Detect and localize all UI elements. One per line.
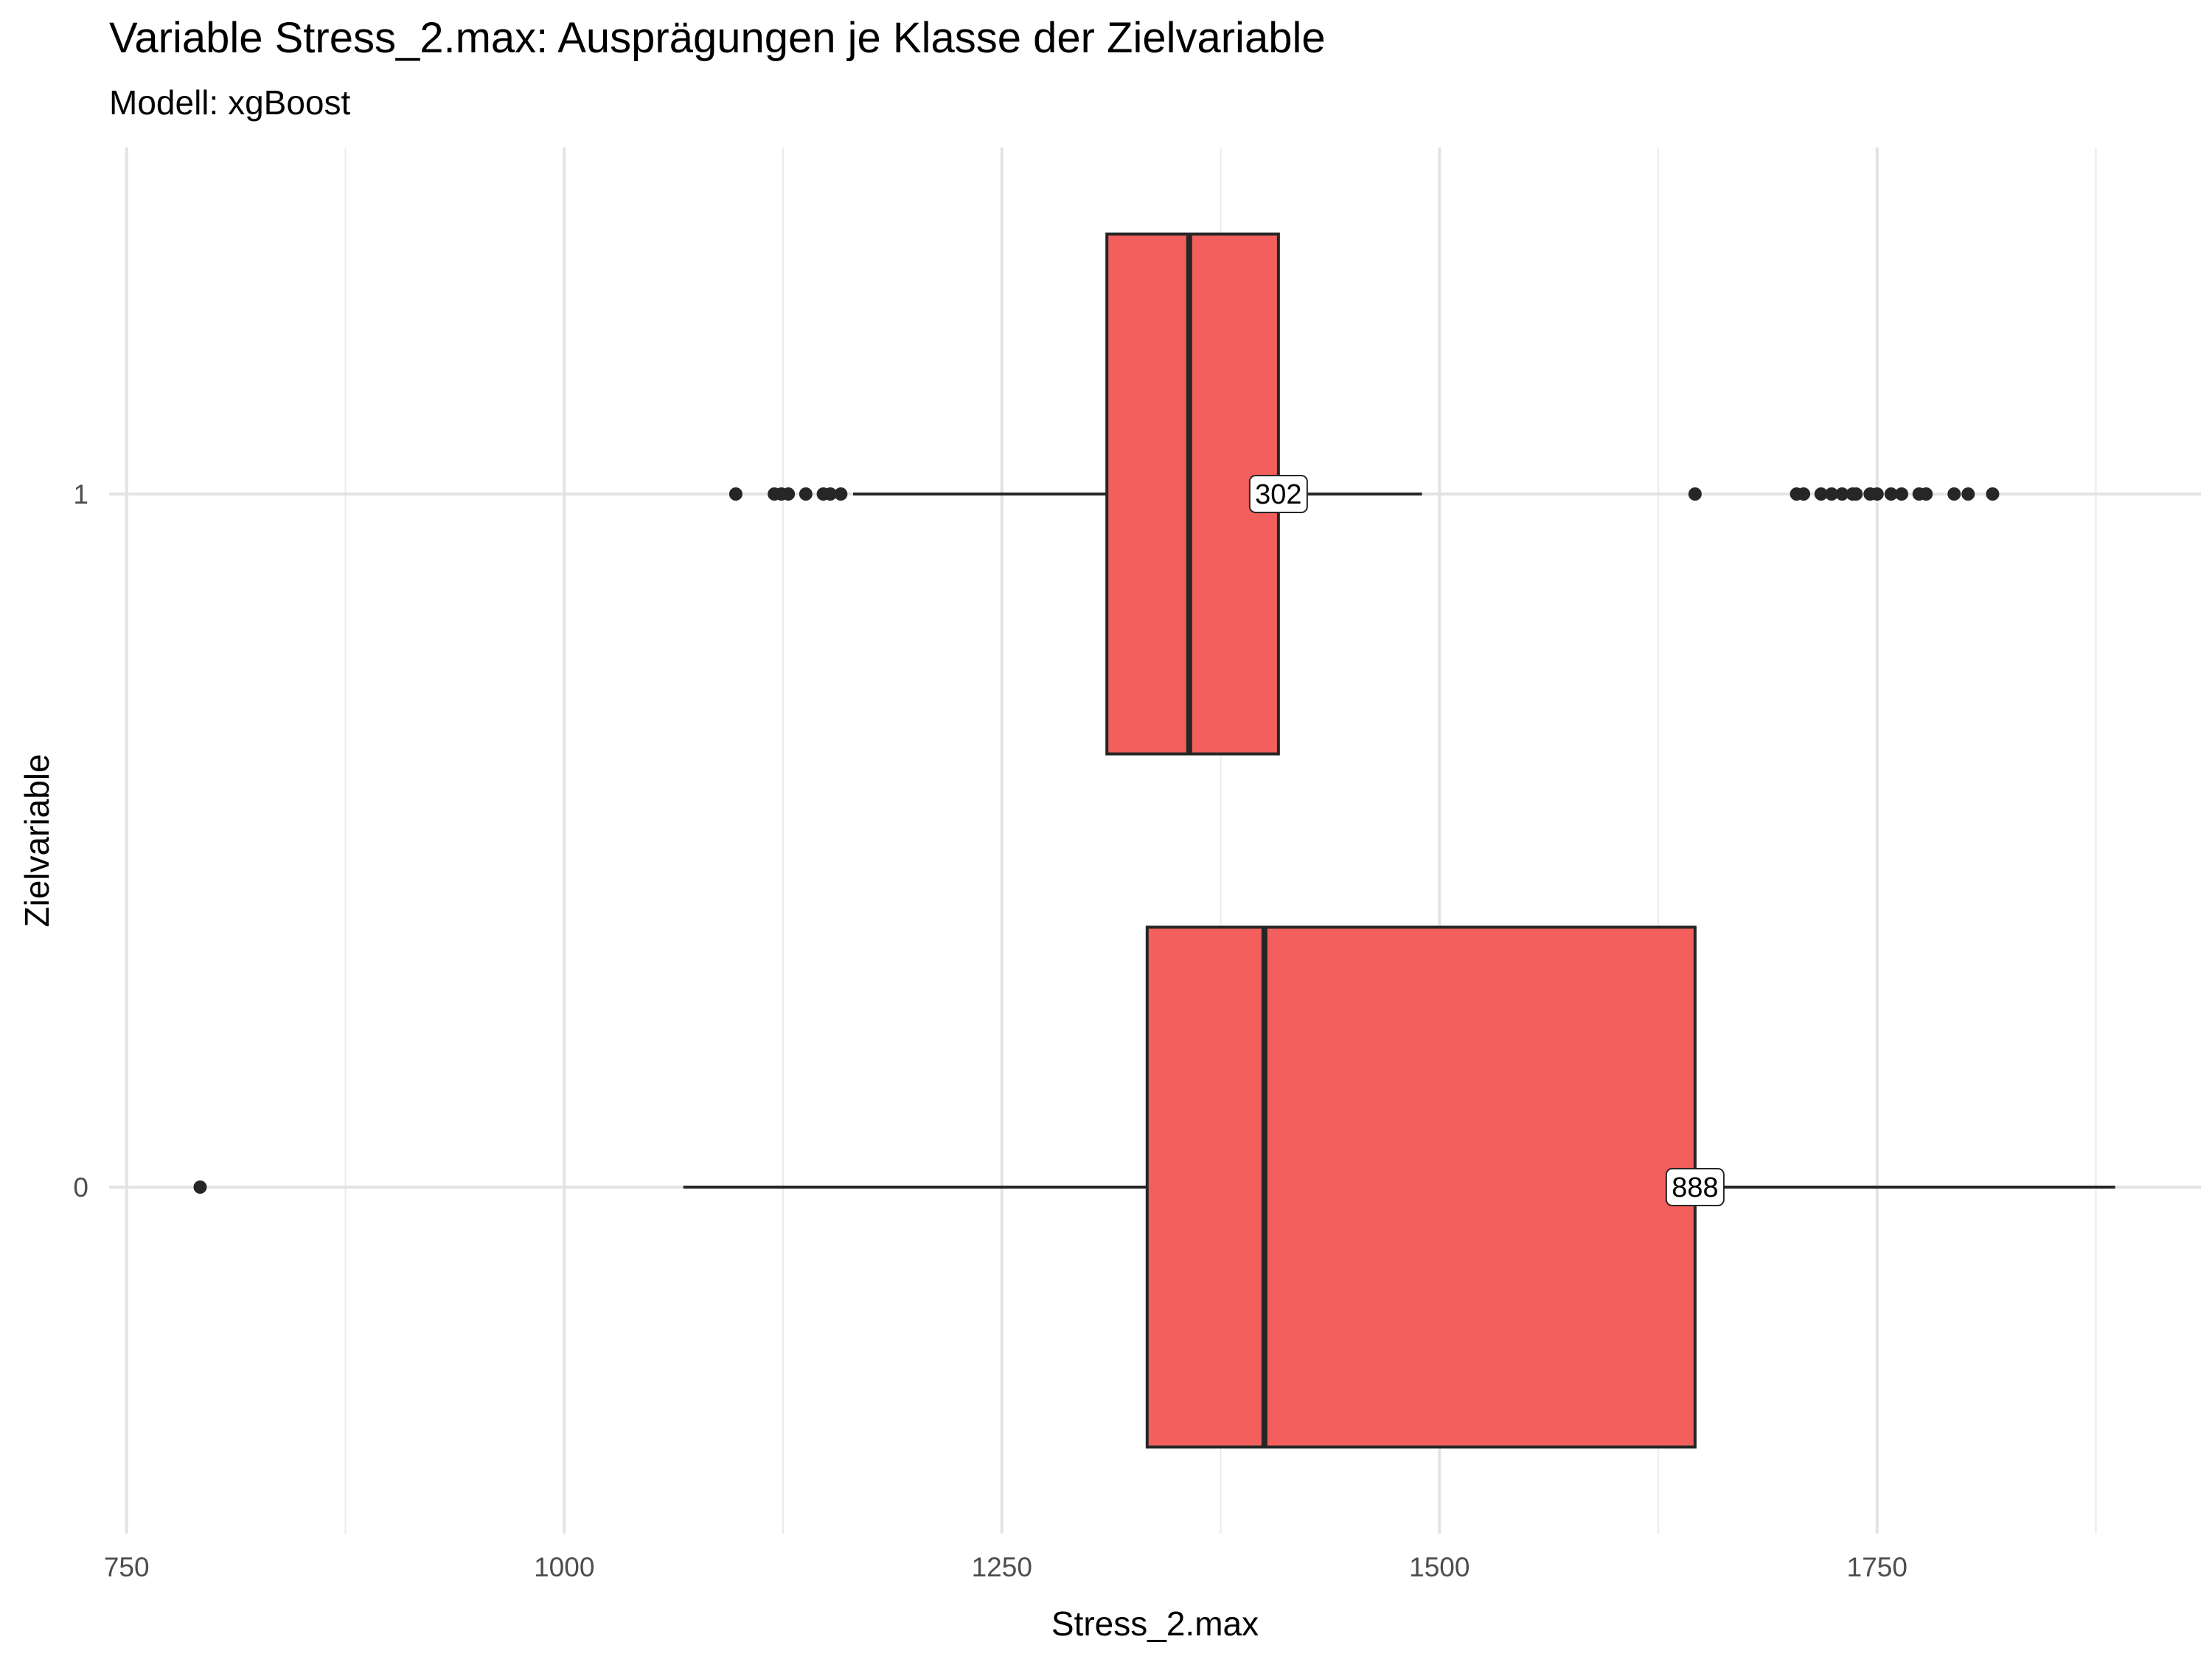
x-tick-label: 750	[104, 1552, 150, 1582]
outlier-point	[1688, 487, 1702, 501]
box-group-0: 888	[193, 925, 2115, 1449]
outlier-point	[799, 487, 813, 501]
y-axis-title: Zielvariable	[18, 754, 56, 927]
x-axis-title: Stress_2.max	[1051, 1604, 1259, 1643]
outlier-point	[1849, 487, 1863, 501]
boxplots: 888 302	[193, 232, 2115, 1449]
outlier-point	[193, 1180, 207, 1194]
outlier-point	[1947, 487, 1961, 501]
count-label: 888	[1672, 1172, 1718, 1203]
count-label-box	[1665, 1168, 1725, 1206]
outlier-point	[834, 487, 848, 501]
outlier-point	[1870, 487, 1884, 501]
x-tick-label: 1250	[972, 1552, 1032, 1582]
outlier-point	[728, 487, 742, 501]
outlier-point	[1884, 487, 1898, 501]
count-label: 302	[1255, 479, 1301, 510]
axes: 750 1000 1250 1500 1750 0 1	[73, 479, 1907, 1582]
outlier-point	[1797, 487, 1811, 501]
chart-title: Variable Stress_2.max: Ausprägungen je K…	[109, 14, 1326, 62]
outlier-point	[782, 487, 796, 501]
x-tick-label: 1750	[1847, 1552, 1907, 1582]
outlier-point	[1895, 487, 1909, 501]
outlier-point	[1961, 487, 1975, 501]
y-tick-label: 0	[73, 1172, 88, 1203]
outlier-point	[1814, 487, 1828, 501]
outlier-point	[1835, 487, 1849, 501]
outlier-point	[1825, 487, 1839, 501]
box	[1145, 925, 1697, 1449]
y-tick-label: 1	[73, 479, 88, 509]
outlier-point	[1986, 487, 2000, 501]
x-tick-label: 1500	[1409, 1552, 1470, 1582]
box-group-1: 302	[728, 232, 2000, 756]
outlier-point	[1919, 487, 1933, 501]
chart-subtitle: Modell: xgBoost	[109, 83, 351, 122]
count-label-box	[1248, 475, 1308, 513]
x-tick-label: 1000	[534, 1552, 594, 1582]
outlier-point	[824, 487, 838, 501]
